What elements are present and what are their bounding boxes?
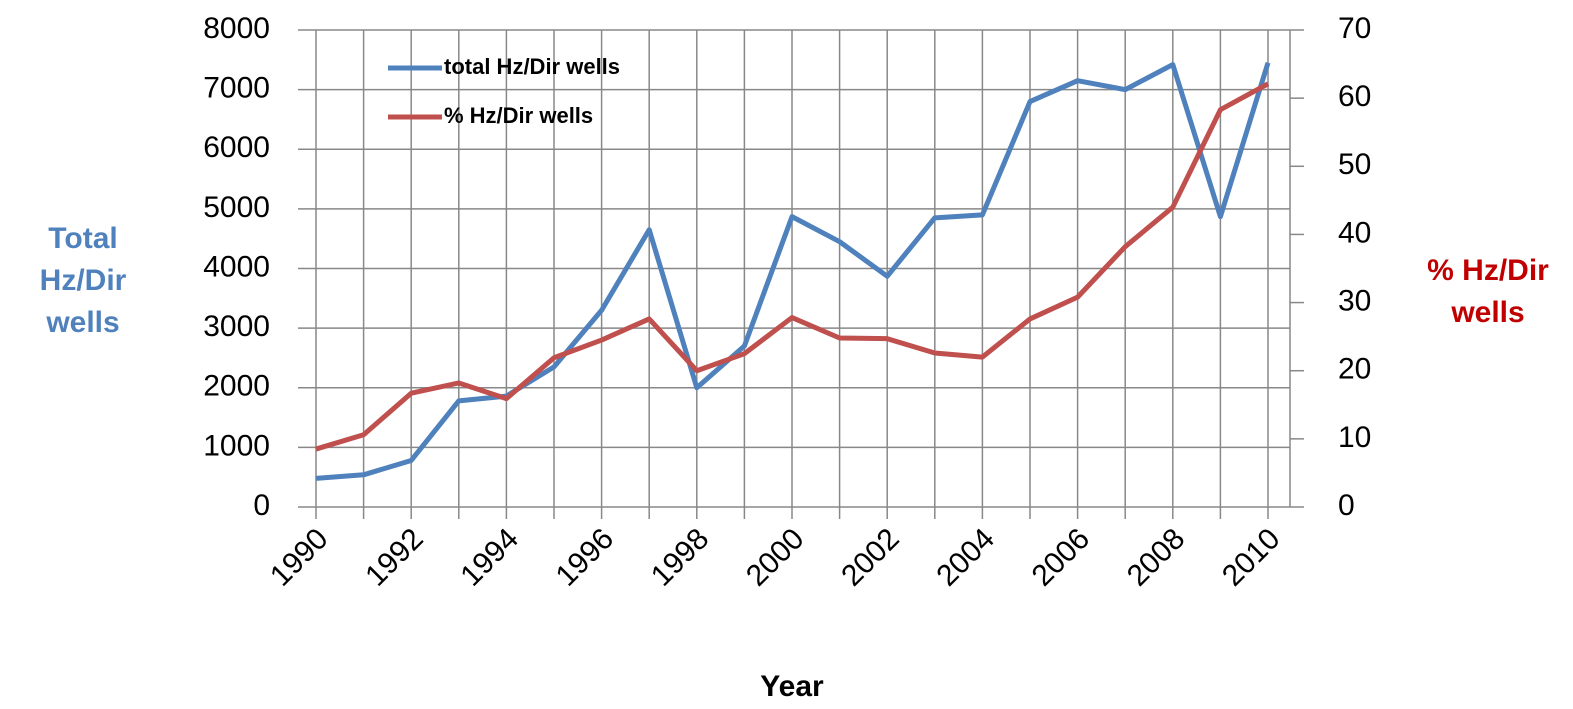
y2-tick-label: 60 (1338, 80, 1371, 113)
y2-tick-label: 50 (1338, 148, 1371, 181)
y-tick-label: 6000 (203, 131, 270, 164)
y-tick-label: 0 (253, 489, 270, 522)
y-tick-label: 8000 (203, 12, 270, 45)
y-tick-label: 1000 (203, 429, 270, 462)
y-tick-label: 5000 (203, 191, 270, 224)
y2-tick-label: 70 (1338, 12, 1371, 45)
y-axis-label: Total Hz/Dir wells (39, 222, 127, 339)
x-tick-label: 2006 (1026, 522, 1097, 593)
legend-label: total Hz/Dir wells (444, 54, 620, 79)
y-tick-label: 3000 (203, 310, 270, 343)
series-line (315, 81, 1270, 452)
x-tick-label: 2004 (930, 522, 1001, 593)
series-line (315, 62, 1271, 481)
y2-tick-label: 40 (1338, 216, 1371, 249)
x-tick-label: 1992 (359, 522, 430, 593)
x-axis-label: Year (760, 670, 824, 703)
x-tick-label: 2010 (1216, 522, 1287, 593)
y-tick-label: 2000 (203, 370, 270, 403)
y2-tick-label: 0 (1338, 489, 1355, 522)
x-tick-label: 2008 (1121, 522, 1192, 593)
x-tick-label: 1998 (645, 522, 716, 593)
x-tick-label: 2002 (835, 522, 906, 593)
y2-tick-label: 10 (1338, 421, 1371, 454)
y-tick-label: 7000 (203, 72, 270, 105)
y2-axis-label: % Hz/Dir wells (1427, 254, 1549, 329)
y2-tick-label: 30 (1338, 284, 1371, 317)
y-tick-label: 4000 (203, 250, 270, 283)
legend-label: % Hz/Dir wells (444, 103, 593, 128)
x-tick-label: 1994 (454, 522, 525, 593)
y2-tick-label: 20 (1338, 353, 1371, 386)
x-tick-label: 1996 (550, 522, 621, 593)
x-tick-label: 2000 (740, 522, 811, 593)
x-tick-label: 1990 (264, 522, 335, 593)
